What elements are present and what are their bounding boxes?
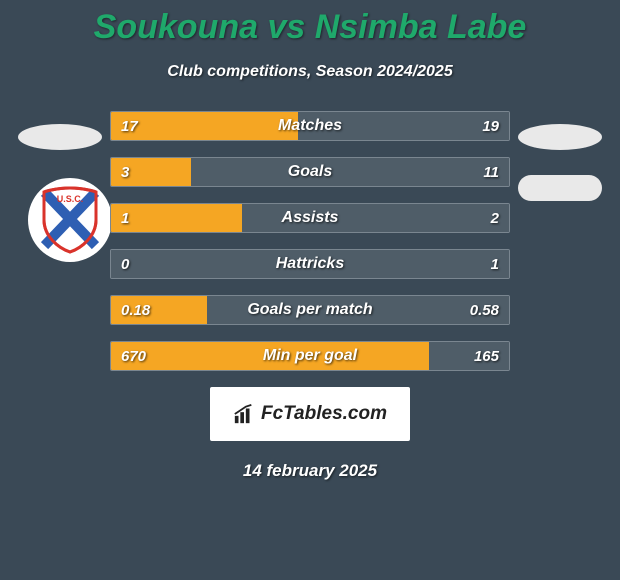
stat-label: Matches <box>111 112 509 140</box>
club-initials: U.S.C. <box>57 194 84 204</box>
stat-row: 311Goals <box>110 157 510 187</box>
stat-label: Hattricks <box>111 250 509 278</box>
source-badge-text: FcTables.com <box>261 403 387 425</box>
stat-row: 0.180.58Goals per match <box>110 295 510 325</box>
stat-label: Min per goal <box>111 342 509 370</box>
stat-row: 1719Matches <box>110 111 510 141</box>
stat-row: 670165Min per goal <box>110 341 510 371</box>
page-title: Soukouna vs Nsimba Labe <box>0 0 620 47</box>
player-right-avatar <box>518 124 602 150</box>
subtitle: Club competitions, Season 2024/2025 <box>0 63 620 81</box>
stat-label: Goals per match <box>111 296 509 324</box>
stat-label: Goals <box>111 158 509 186</box>
stat-row: 12Assists <box>110 203 510 233</box>
stat-label: Assists <box>111 204 509 232</box>
player-right-club-placeholder <box>518 175 602 201</box>
stats-comparison: 1719Matches 311Goals 12Assists 01Hattricks 0… <box>110 111 510 371</box>
stat-row: 01Hattricks <box>110 249 510 279</box>
date-text: 14 february 2025 <box>0 461 620 481</box>
chart-bars-icon <box>233 403 255 425</box>
club-shield-icon: U.S.C. <box>40 186 100 254</box>
source-badge[interactable]: FcTables.com <box>210 387 410 441</box>
player-left-club-logo: U.S.C. <box>28 178 112 262</box>
player-left-avatar <box>18 124 102 150</box>
